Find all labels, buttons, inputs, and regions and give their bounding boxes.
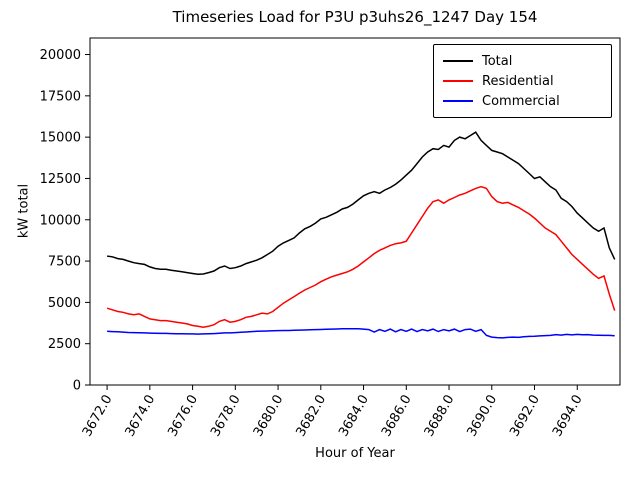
y-tick-label: 7500 (48, 255, 81, 270)
legend-item-commercial: Commercial (443, 91, 602, 111)
x-tick-label: 3674.0 (123, 393, 159, 440)
x-tick-label: 3672.0 (80, 393, 116, 440)
axes-box (89, 37, 621, 386)
x-tick-label: 3682.0 (294, 393, 330, 440)
legend-label: Total (482, 53, 513, 69)
y-tick-label: 5000 (48, 296, 81, 311)
series-line-residential (106, 185, 616, 328)
series-line-commercial (107, 327, 615, 339)
legend-line-sample (443, 80, 473, 82)
x-tick-label: 3686.0 (379, 393, 415, 440)
x-axis-label: Hour of Year (315, 446, 395, 461)
x-tick-label: 3676.0 (165, 393, 201, 440)
x-tick-label: 3684.0 (336, 393, 372, 440)
legend-item-residential: Residential (443, 71, 602, 91)
legend-line-sample (443, 100, 473, 102)
chart-title: Timeseries Load for P3U p3uhs26_1247 Day… (172, 8, 538, 26)
y-tick-label: 0 (73, 379, 81, 394)
x-tick-label: 3694.0 (550, 393, 586, 440)
legend: Total Residential Commercial (433, 44, 612, 118)
legend-label: Commercial (482, 93, 560, 109)
x-tick-label: 3680.0 (251, 393, 287, 440)
y-axis-label: kW total (16, 183, 32, 239)
x-tick-label: 3692.0 (507, 393, 543, 440)
y-tick-label: 17500 (40, 89, 81, 104)
x-tick-label: 3690.0 (464, 392, 500, 439)
x-tick-label: 3678.0 (208, 393, 244, 440)
series-line-total (107, 131, 616, 276)
y-tick-label: 10000 (40, 213, 81, 228)
legend-item-total: Total (443, 51, 602, 71)
y-tick-label: 15000 (40, 131, 81, 146)
y-tick-label: 20000 (40, 48, 81, 63)
legend-line-sample (443, 60, 473, 62)
y-tick-label: 2500 (48, 337, 81, 352)
legend-label: Residential (482, 73, 554, 89)
x-tick-label: 3688.0 (422, 393, 458, 440)
y-tick-label: 12500 (40, 172, 81, 187)
